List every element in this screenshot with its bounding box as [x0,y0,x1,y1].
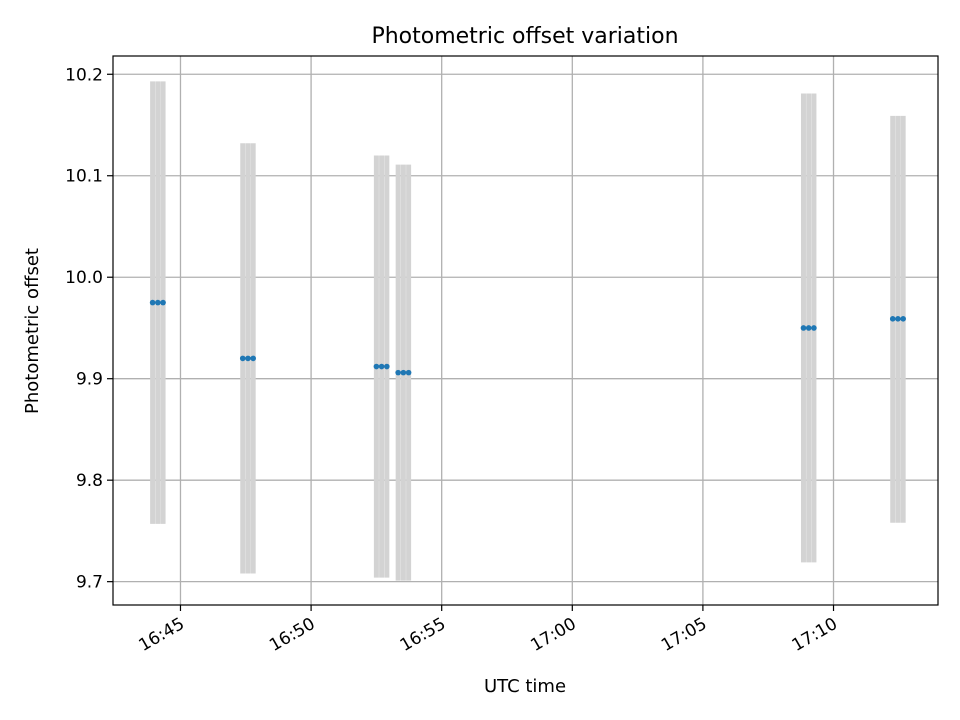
y-tick-label: 9.8 [76,471,103,491]
y-tick-label: 9.9 [76,370,103,390]
data-point [373,363,380,370]
data-point [378,363,385,370]
data-point [405,369,412,376]
data-point [889,316,896,322]
data-point [800,325,807,331]
data-point [245,355,251,362]
data-point [811,325,817,331]
y-axis-ticks: 9.7 9.8 9.9 10.0 10.1 10.2 [65,65,113,593]
plot-frame [112,55,939,606]
x-axis-label: UTC time [484,676,566,697]
data-point [149,299,156,306]
y-axis-label: Photometric offset [22,248,43,414]
chart-title: Photometric offset variation [371,24,678,49]
data-point [805,325,812,331]
data-point [155,299,161,306]
data-point [160,299,166,306]
data-point [250,355,256,362]
gridlines [113,56,938,605]
data-point [895,316,901,322]
y-tick-label: 10.2 [65,65,103,85]
data-point [384,363,390,370]
data-point [900,316,906,322]
y-tick-label: 10.1 [65,167,103,187]
data-point [400,369,407,376]
data-points [149,299,906,376]
y-tick-label: 10.0 [65,268,103,288]
y-tick-label: 9.7 [76,573,103,593]
data-point [239,355,246,362]
data-point [395,369,401,376]
